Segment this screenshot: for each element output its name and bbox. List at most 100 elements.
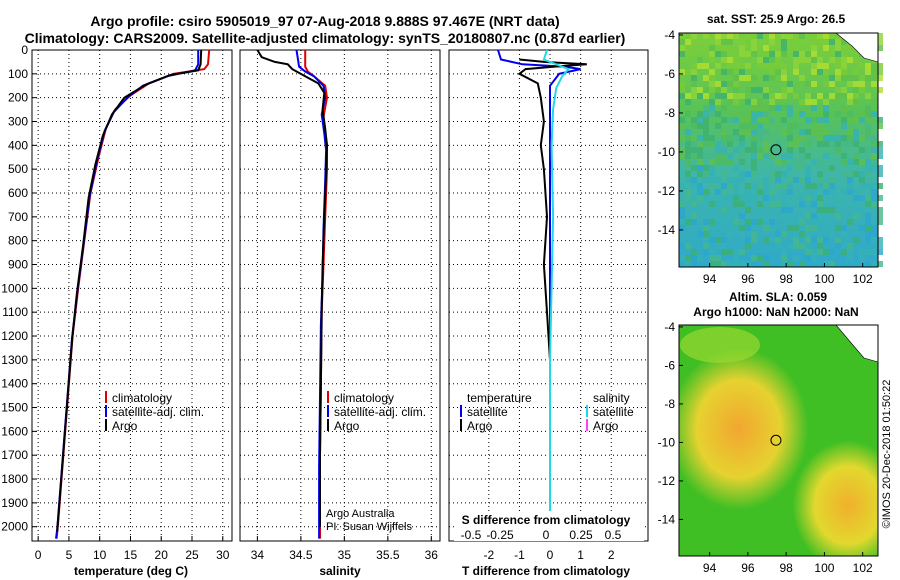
sst-cell — [709, 177, 715, 183]
sst-cell — [781, 261, 787, 267]
sst-cell — [775, 57, 781, 63]
sst-cell — [757, 33, 763, 39]
sst-cell — [841, 153, 847, 159]
sst-cell — [739, 129, 745, 135]
salinity-difference-label: S difference from climatology — [462, 513, 631, 527]
sst-cell — [685, 135, 691, 141]
sst-cell — [691, 249, 697, 255]
sst-cell — [739, 177, 745, 183]
sst-cell — [691, 63, 697, 69]
sst-cell — [757, 123, 763, 129]
sst-cell — [721, 249, 727, 255]
sst-cell — [877, 141, 883, 147]
inner-tick-label: 0.25 — [569, 528, 593, 542]
sst-cell — [733, 75, 739, 81]
sst-cell — [859, 147, 865, 153]
sst-cell — [703, 63, 709, 69]
sst-cell — [763, 93, 769, 99]
sst-cell — [733, 219, 739, 225]
argo-position-marker — [770, 144, 782, 156]
sst-cell — [679, 87, 685, 93]
sst-cell — [733, 147, 739, 153]
x-tick-label: 15 — [124, 548, 138, 562]
sst-cell — [853, 57, 859, 63]
sst-cell — [697, 183, 703, 189]
figure-title-line1: Argo profile: csiro 5905019_97 07-Aug-20… — [90, 13, 559, 29]
sst-cell — [811, 81, 817, 87]
sst-cell — [835, 141, 841, 147]
sst-cell — [709, 261, 715, 267]
sst-cell — [697, 123, 703, 129]
sst-cell — [841, 249, 847, 255]
sst-cell — [703, 165, 709, 171]
sst-cell — [871, 135, 877, 141]
sst-cell — [793, 51, 799, 57]
sst-cell — [835, 135, 841, 141]
sst-cell — [811, 117, 817, 123]
sst-cell — [679, 123, 685, 129]
inner-tick-label: 0 — [543, 528, 550, 542]
sst-cell — [739, 69, 745, 75]
sla-map-frame — [678, 324, 879, 557]
sst-cell — [805, 231, 811, 237]
sst-cell — [757, 189, 763, 195]
sst-cell — [835, 243, 841, 249]
sst-cell — [775, 105, 781, 111]
sla-map-ticks: 94 96 98 100 102 -4 -6 -8 -10 -12 -14 — [658, 320, 873, 575]
sst-cell — [865, 183, 871, 189]
sst-cell — [865, 195, 871, 201]
sst-cell — [811, 195, 817, 201]
sst-cell — [781, 33, 787, 39]
sst-cell — [877, 249, 883, 255]
sst-cell — [877, 39, 883, 45]
sst-cell — [823, 183, 829, 189]
sst-cell — [679, 183, 685, 189]
sst-cell — [781, 39, 787, 45]
map-y-tick-label: -10 — [658, 145, 676, 159]
sst-cell — [697, 195, 703, 201]
sst-cell — [709, 105, 715, 111]
sst-cell — [787, 183, 793, 189]
sst-cell — [721, 33, 727, 39]
sst-cell — [751, 171, 757, 177]
sst-cell — [775, 63, 781, 69]
legend-temperature-heading: temperature — [467, 391, 532, 405]
sst-cell — [841, 57, 847, 63]
sst-cell — [811, 225, 817, 231]
legend-climatology-label: climatology — [334, 391, 394, 405]
sst-cell — [817, 111, 823, 117]
sst-cell — [691, 177, 697, 183]
sst-cell — [685, 51, 691, 57]
temperature-legend: climatology satellite-adj. clim. Argo — [105, 391, 204, 433]
sst-cell — [853, 195, 859, 201]
sst-cell — [805, 81, 811, 87]
sst-cell — [835, 213, 841, 219]
map-x-tick-label: 102 — [853, 272, 873, 286]
sst-cell — [727, 57, 733, 63]
sst-cell — [793, 135, 799, 141]
sst-cell — [865, 123, 871, 129]
map-y-tick-label: -4 — [664, 320, 675, 334]
sst-cell — [685, 195, 691, 201]
sst-cell — [787, 39, 793, 45]
sst-cell — [691, 141, 697, 147]
x-tick-label: 25 — [185, 548, 199, 562]
sla-high-southeast — [679, 325, 878, 556]
sst-cell — [727, 69, 733, 75]
sst-cell — [817, 39, 823, 45]
sst-cell — [757, 147, 763, 153]
sst-cell — [823, 249, 829, 255]
sst-cell — [877, 63, 883, 69]
sst-cell — [751, 159, 757, 165]
sst-cell — [721, 213, 727, 219]
sst-cell — [871, 141, 877, 147]
sst-cell — [703, 219, 709, 225]
sst-cell — [703, 129, 709, 135]
sst-cell — [799, 225, 805, 231]
sst-cell — [865, 135, 871, 141]
sst-cell — [847, 141, 853, 147]
sst-cell — [739, 93, 745, 99]
sst-cell — [841, 69, 847, 75]
sst-cell — [781, 153, 787, 159]
